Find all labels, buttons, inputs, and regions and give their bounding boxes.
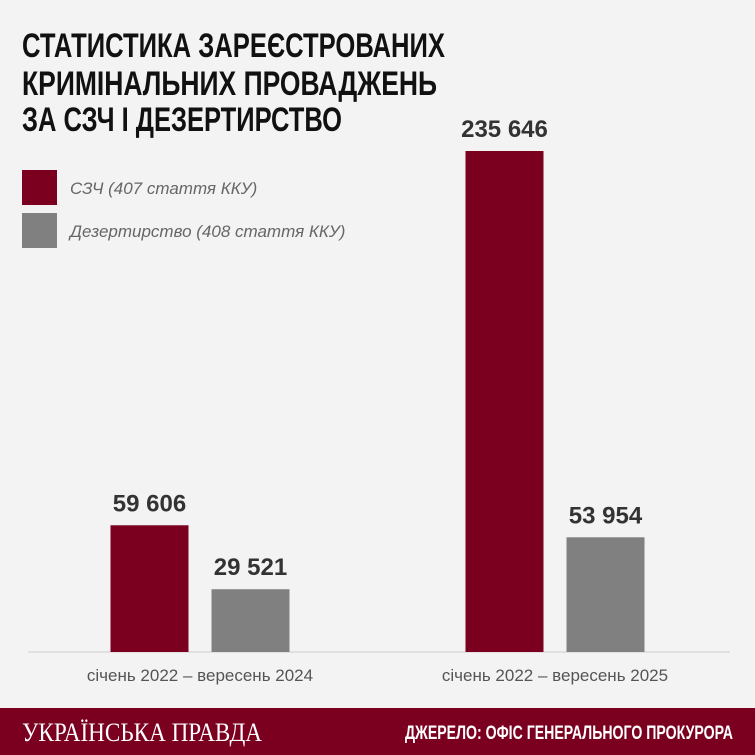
value-label: 235 646 [461,116,548,143]
brand: УКРАЇНСЬКА ПРАВДА [22,718,262,747]
legend-swatch [22,213,57,248]
source: ДЖЕРЕЛО: ОФІС ГЕНЕРАЛЬНОГО ПРОКУРОРА [405,723,733,744]
bar [465,151,544,652]
legend-label: Дезертирство (408 стаття ККУ) [68,222,345,241]
footer-bar [0,708,755,755]
x-tick-label: січень 2022 – вересень 2024 [87,666,313,685]
value-label: 53 954 [569,502,643,529]
bar [211,589,290,652]
legend-label: СЗЧ (407 стаття ККУ) [70,179,257,198]
x-tick-label: січень 2022 – вересень 2025 [442,666,668,685]
chart-title: СТАТИСТИКА ЗАРЕЄСТРОВАНИХ [22,27,445,65]
bar [566,537,645,652]
value-label: 29 521 [214,554,287,581]
value-label: 59 606 [113,490,186,517]
chart-title: КРИМІНАЛЬНИХ ПРОВАДЖЕНЬ [22,65,437,103]
bar [110,525,189,652]
legend-swatch [22,170,57,205]
chart-title: ЗА СЗЧ І ДЕЗЕРТИРСТВО [22,101,342,139]
